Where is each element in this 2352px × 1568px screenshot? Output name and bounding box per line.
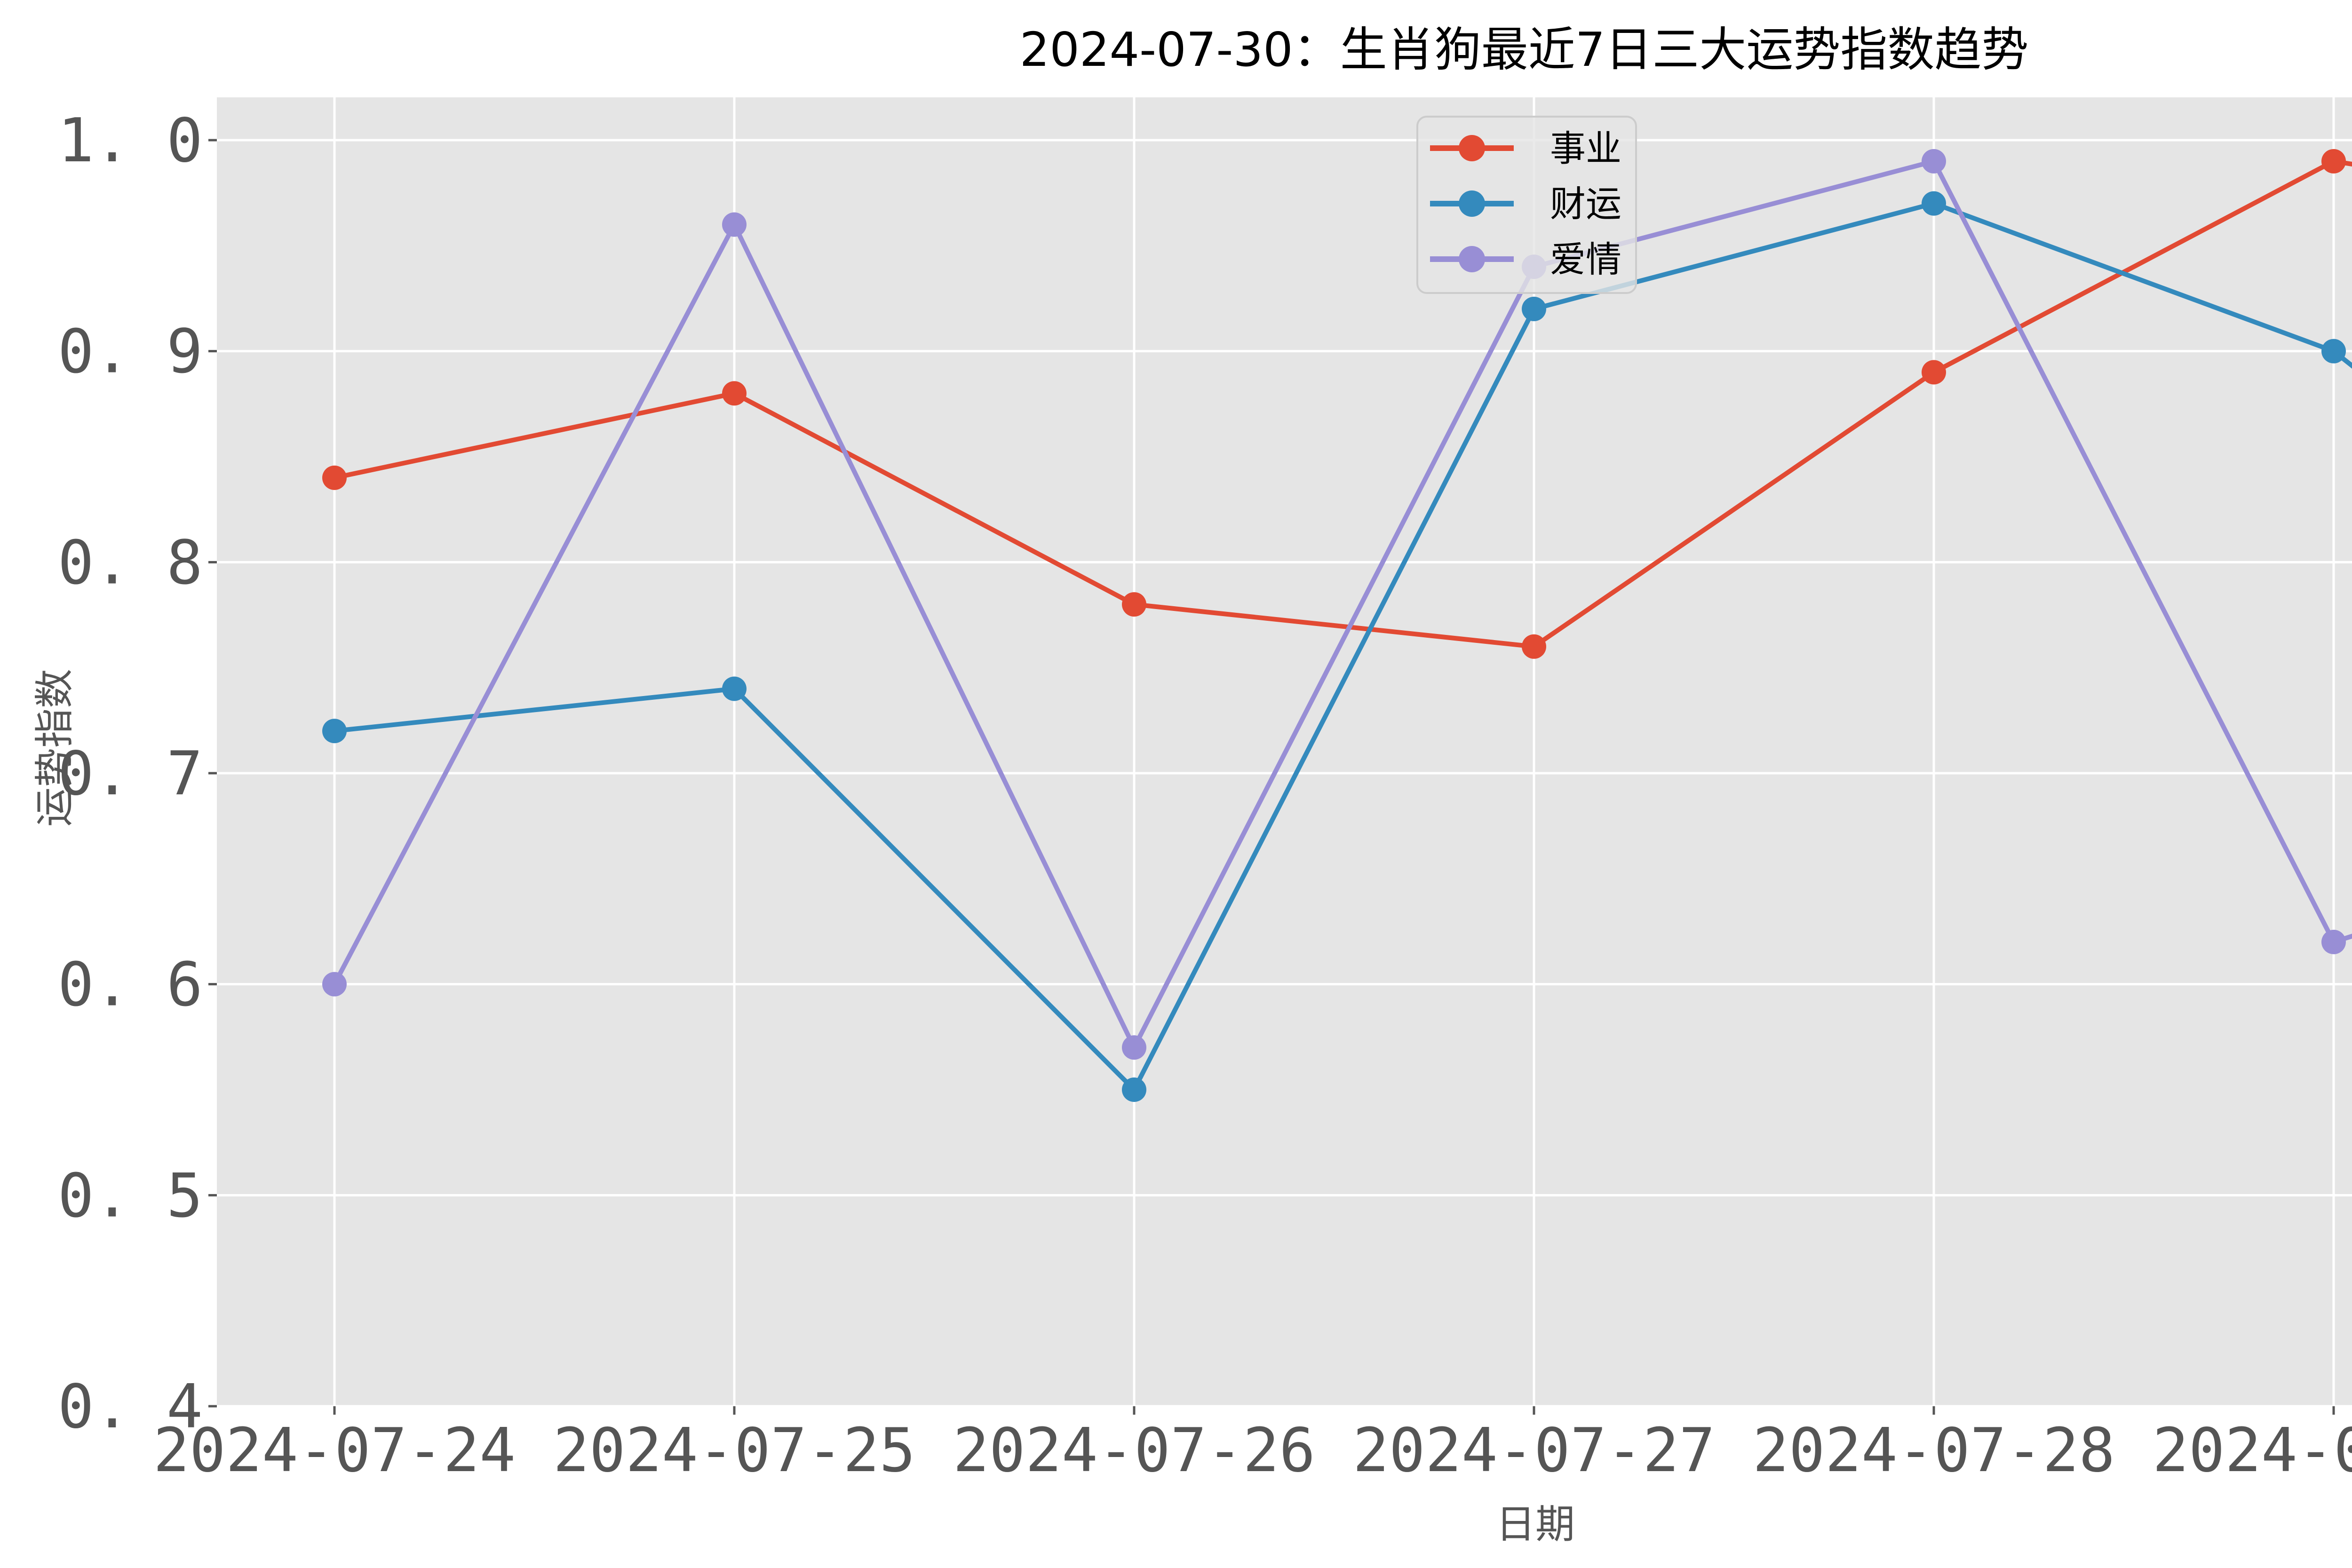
chart-title: 2024-07-30：生肖狗最近7日三大运势指数趋势	[1020, 22, 2029, 77]
data-point	[322, 972, 347, 997]
legend-item: 财运	[1430, 183, 1621, 225]
legend-marker-icon	[1459, 246, 1485, 272]
data-point	[1922, 191, 1946, 216]
x-tick-label: 2024-07-26	[953, 1416, 1316, 1486]
x-tick-label: 2024-07-24	[153, 1416, 516, 1486]
legend-item: 爱情	[1430, 238, 1621, 280]
legend-marker-icon	[1459, 190, 1485, 217]
data-point	[722, 381, 747, 406]
legend-label: 财运	[1550, 183, 1621, 225]
data-point	[322, 465, 347, 490]
series-事业	[322, 149, 2352, 659]
data-point	[1522, 634, 1546, 659]
legend-label: 爱情	[1550, 238, 1621, 280]
data-point	[1922, 149, 1946, 174]
legend-marker-icon	[1459, 135, 1485, 161]
data-point	[722, 212, 747, 237]
data-point	[322, 719, 347, 744]
y-axis-ticks: 0. 4 0. 5 0. 6 0. 7 0. 8 0. 9 1. 0	[58, 106, 217, 1442]
gridlines	[217, 97, 2352, 1408]
x-tick-label: 2024-07-25	[553, 1416, 916, 1486]
x-tick-label: 2024-07-27	[1353, 1416, 1716, 1486]
y-tick-label: 0. 9	[58, 317, 203, 387]
x-tick-label: 2024-07-28	[1753, 1416, 2115, 1486]
y-axis-label: 运势指数	[32, 669, 78, 827]
y-tick-label: 1. 0	[58, 106, 203, 176]
data-point	[1922, 360, 1946, 385]
data-point	[1122, 592, 1146, 617]
legend-label: 事业	[1550, 127, 1621, 169]
y-tick-label: 0. 8	[58, 528, 203, 598]
data-point	[2321, 339, 2346, 364]
data-point	[1522, 296, 1546, 321]
data-point	[2321, 149, 2346, 174]
y-tick-label: 0. 5	[58, 1161, 203, 1231]
x-axis-ticks: 2024-07-24 2024-07-25 2024-07-26 2024-07-27…	[153, 1406, 2352, 1486]
y-tick-label: 0. 7	[58, 739, 203, 809]
data-point	[2321, 929, 2346, 954]
data-point	[722, 676, 747, 701]
y-tick-label: 0. 6	[58, 950, 203, 1020]
x-axis-label: 日期	[1496, 1501, 1575, 1547]
data-point	[1122, 1077, 1146, 1102]
series-财运	[322, 191, 2352, 1102]
legend-item: 事业	[1430, 127, 1621, 169]
x-tick-label: 2024-07-29	[2153, 1416, 2352, 1486]
data-point	[1122, 1035, 1146, 1060]
y-tick-label: 0. 4	[58, 1372, 203, 1442]
